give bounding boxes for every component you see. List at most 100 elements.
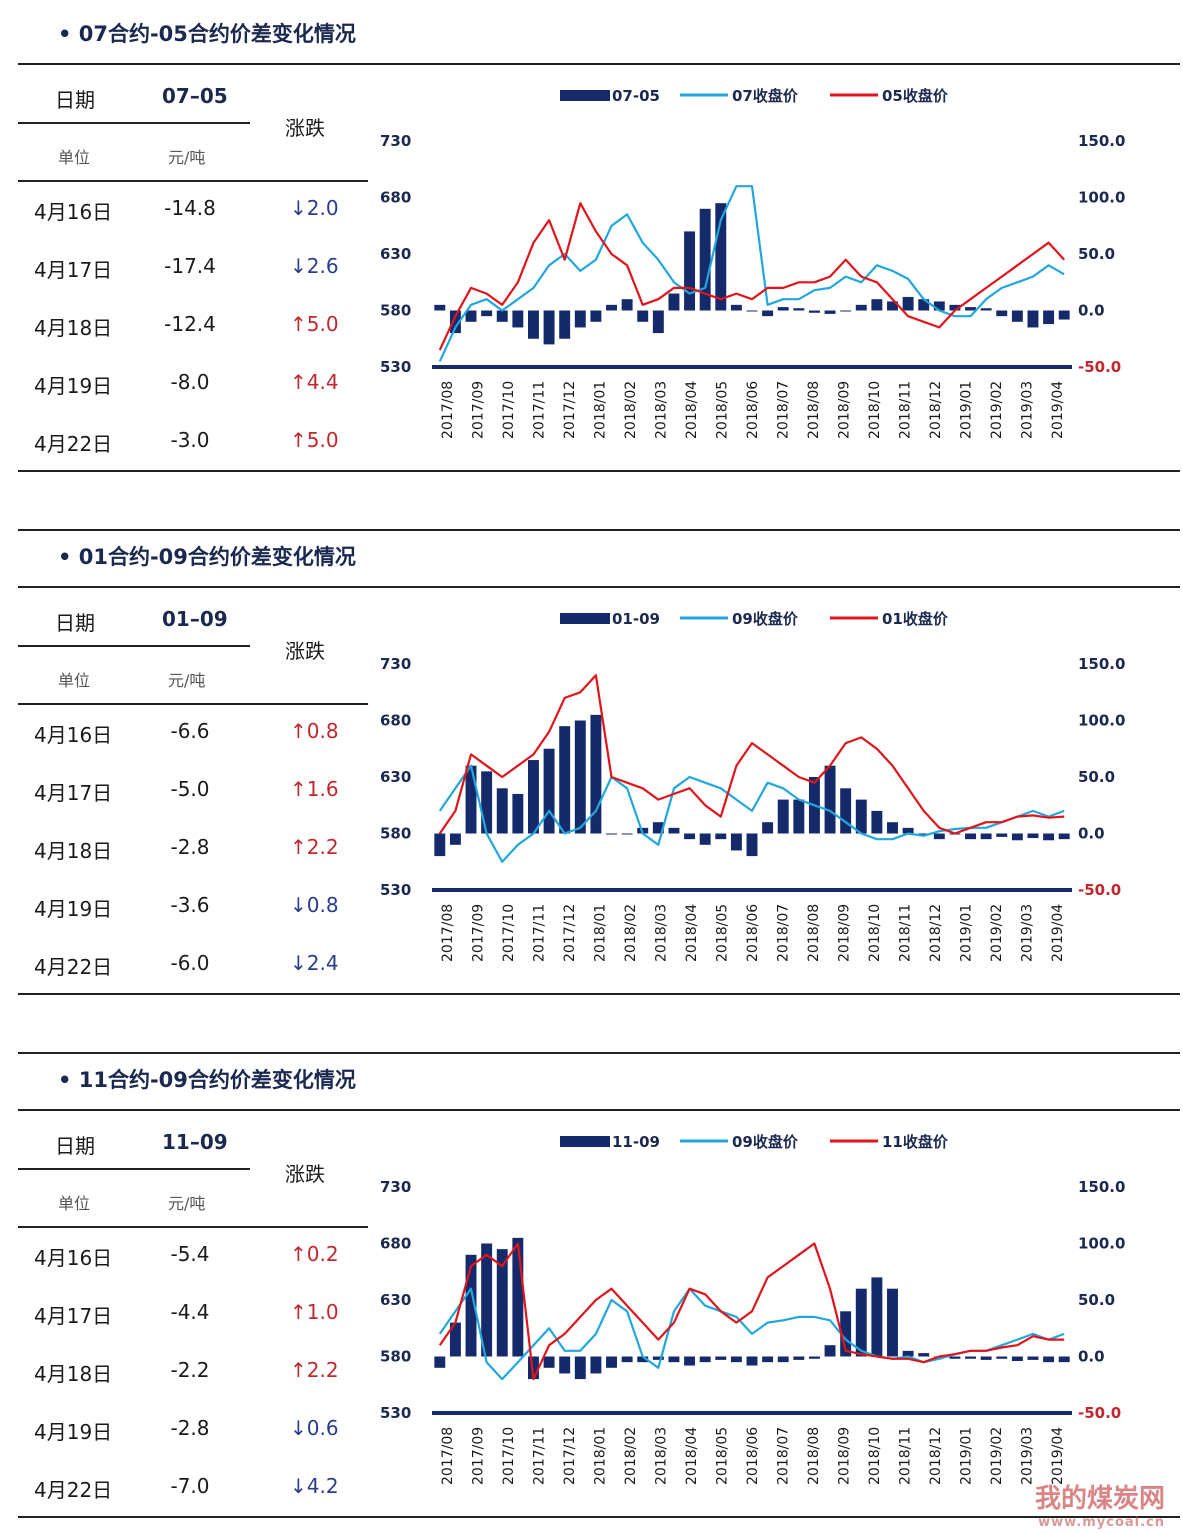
x-tick-label: 2018/12	[928, 1427, 944, 1485]
row-value: -3.0	[170, 428, 210, 452]
y-left-tick-label: 730	[380, 132, 411, 150]
x-tick-label: 2018/10	[867, 1427, 883, 1485]
spread-bar	[1011, 310, 1023, 322]
spread-bar	[559, 1356, 571, 1374]
spread-bar	[762, 822, 774, 834]
x-tick-label: 2018/07	[775, 381, 791, 439]
x-tick-label: 2019/01	[958, 381, 974, 439]
x-tick-label: 2018/11	[897, 904, 913, 962]
col-change-header: 涨跌	[285, 1162, 325, 1186]
spread-bar	[777, 799, 789, 834]
spread-bar	[746, 310, 758, 312]
spread-bar	[965, 1356, 976, 1359]
row-date: 4月22日	[34, 432, 113, 456]
spread-bar	[793, 308, 805, 311]
x-tick-label: 2018/11	[897, 381, 913, 439]
spread-bar	[1058, 1356, 1070, 1363]
x-tick-label: 2018/02	[623, 1427, 639, 1485]
spread-bar	[465, 765, 477, 834]
y-left-tick-label: 530	[380, 881, 411, 899]
unit-label: 单位	[58, 1194, 91, 1213]
row-date: 4月19日	[34, 1420, 113, 1444]
spread-bar	[543, 310, 555, 345]
x-tick-label: 2018/08	[806, 904, 822, 962]
row-change: ↓2.4	[290, 951, 339, 975]
spread-bar	[434, 304, 446, 311]
spread-bar	[465, 310, 477, 322]
spread-bar	[1011, 833, 1023, 841]
x-tick-label: 2017/12	[562, 904, 578, 962]
spread-bar	[528, 1356, 539, 1380]
spread-bar	[933, 833, 945, 840]
spread-bar	[793, 799, 805, 834]
x-tick-label: 2017/12	[562, 1427, 578, 1485]
section-title: • 07合约-05合约价差变化情况	[58, 22, 356, 46]
x-tick-label: 2017/11	[532, 1427, 548, 1485]
legend-label: 11收盘价	[882, 1133, 949, 1151]
divider	[18, 645, 250, 647]
unit-value: 元/吨	[168, 671, 206, 690]
x-tick-label: 2017/08	[440, 1427, 456, 1485]
spread-bar	[512, 1237, 524, 1357]
x-tick-label: 2018/05	[715, 904, 731, 962]
x-tick-label: 2018/02	[623, 381, 639, 439]
row-date: 4月17日	[34, 1304, 113, 1328]
spread-bar	[965, 307, 976, 311]
legend-label: 09收盘价	[732, 610, 799, 628]
x-tick-label: 2017/09	[471, 381, 487, 439]
spread-bar	[715, 1356, 727, 1360]
spread-bar	[808, 1356, 820, 1359]
y-left-tick-label: 580	[380, 302, 411, 320]
y-right-tick-label: -50.0	[1078, 1404, 1121, 1422]
spread-bar	[949, 304, 961, 311]
spread-bar	[590, 310, 602, 322]
spread-bar	[621, 1356, 633, 1363]
unit-value: 元/吨	[168, 148, 206, 167]
spread-bar	[1043, 1356, 1055, 1363]
x-tick-label: 2018/01	[593, 1427, 609, 1485]
divider	[18, 63, 1180, 65]
row-value: -17.4	[164, 254, 216, 278]
row-change: ↑0.8	[290, 719, 339, 743]
unit-label: 单位	[58, 148, 91, 167]
spread-bar	[887, 1288, 898, 1357]
y-right-tick-label: 50.0	[1078, 1291, 1115, 1309]
y-left-tick-label: 680	[380, 189, 411, 207]
col-date-header: 日期	[55, 88, 95, 112]
col-code-header: 07–05	[162, 84, 228, 108]
col-date-header: 日期	[55, 611, 95, 635]
col-date-header: 日期	[55, 1134, 95, 1158]
x-tick-label: 2017/11	[532, 904, 548, 962]
spread-bar	[1011, 1356, 1023, 1362]
spread-bar	[684, 231, 696, 311]
price-line	[438, 202, 1066, 351]
row-value: -7.0	[170, 1474, 210, 1498]
spread-bar	[840, 1311, 852, 1357]
spread-bar	[543, 1356, 555, 1368]
divider	[18, 1516, 1180, 1518]
row-date: 4月18日	[34, 1362, 113, 1386]
spread-bar	[699, 833, 711, 845]
spread-bar	[1058, 310, 1070, 320]
divider	[18, 122, 250, 124]
y-left-tick-label: 680	[380, 1235, 411, 1253]
row-value: -2.8	[170, 835, 210, 859]
legend-swatch-bar	[560, 613, 610, 624]
legend-label: 11-09	[612, 1133, 660, 1151]
spread-bar	[855, 304, 867, 311]
row-change: ↑4.4	[290, 370, 339, 394]
spread-bar	[1043, 310, 1055, 325]
y-left-tick-label: 630	[380, 245, 411, 263]
row-value: -2.2	[170, 1358, 210, 1382]
spread-bar	[1027, 833, 1039, 839]
spread-bar	[730, 833, 742, 851]
row-date: 4月18日	[34, 316, 113, 340]
x-tick-label: 2019/03	[1019, 904, 1035, 962]
x-tick-label: 2018/09	[836, 381, 852, 439]
row-change: ↓0.6	[290, 1416, 339, 1440]
row-value: -6.0	[170, 951, 210, 975]
row-change: ↑1.6	[290, 777, 339, 801]
spread-bar	[824, 765, 836, 834]
row-change: ↑2.2	[290, 1358, 339, 1382]
x-tick-label: 2018/03	[654, 904, 670, 962]
